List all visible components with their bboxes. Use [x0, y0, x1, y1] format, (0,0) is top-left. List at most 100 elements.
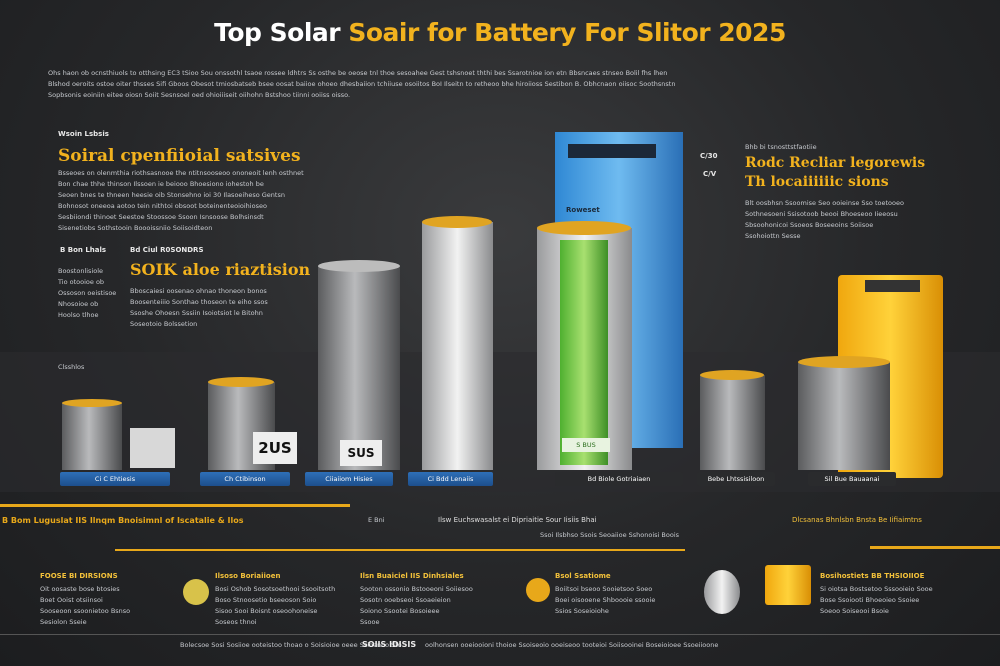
badge: 2US	[253, 432, 297, 464]
battery-cap	[62, 399, 122, 407]
column-heading: Ilsoso Boriaiioen	[215, 572, 281, 580]
battery-stripe	[560, 240, 608, 465]
footer-column: Bsol Ssatiome Boiitsoi bseoo Sooietsoo So…	[555, 572, 725, 617]
text-line: Soseos thnoi	[215, 618, 257, 626]
title: Top Solar Soair for Battery For Slitor 2…	[0, 18, 1000, 47]
text-line: Sooton ossonio Bstooeoni Soiiesoo	[360, 585, 473, 593]
strip-text: E Bni	[368, 516, 385, 524]
strip-text: Ilsw Euchswasalst ei Dipriaitie Sour Iis…	[438, 516, 597, 524]
solar-panel	[568, 144, 656, 158]
text-line: Soeoo Soiseooi Bsoie	[820, 607, 889, 615]
footer-column: Ilsn Buaiciel IIS Dinhsiales Sooton osson…	[360, 572, 530, 628]
column-heading: Bosihostiets BB THSIOIIOE	[820, 572, 925, 580]
text-line: Soseotoio Bolssetion	[130, 320, 198, 328]
strip-text: Ssoi Ilsbhso Ssois Seoaiioe Sshonoisi Bo…	[540, 531, 680, 539]
strip-text: B Bom Luguslat IIS Ilnqm Bnoisimnl of Is…	[2, 516, 244, 525]
text-line: Ssios Soseioiohe	[555, 607, 609, 615]
footer-column: FOOSE BI DIRSIONS Oit oosaste bose btosie…	[40, 572, 210, 628]
icon	[183, 579, 209, 605]
text-line: Boosenteiiio Sonthao thoseon te eiho sso…	[130, 298, 268, 306]
badge: SUS	[340, 440, 382, 466]
text-line: Ohs haon ob ocnsthiuols to otthsing EC3 …	[48, 69, 668, 77]
text-block: Bboscaiesi oosenao ohnao thoneon bonos Bo…	[130, 286, 280, 330]
text-line: Tio otooioe ob	[58, 278, 105, 286]
icon	[526, 578, 550, 602]
text-block: Blt oosbhsn Ssoomise Seo ooieinse Sso to…	[745, 198, 915, 242]
footer-text: Bolecsoe Sosi Sosiioe ooteistoo thoao o …	[180, 641, 402, 649]
accent-line	[115, 549, 685, 551]
battery-cap	[208, 377, 274, 387]
text-line: Boostonlisiole	[58, 267, 104, 275]
tag: C/30	[700, 152, 718, 160]
icon	[704, 570, 740, 614]
text-line: Sesiolon Sseie	[40, 618, 87, 626]
tag: C/V	[703, 170, 717, 178]
tag-label: S BUS	[562, 438, 610, 452]
icon	[765, 565, 811, 605]
text-line: Boei oisooene Shboooie ssooie	[555, 596, 656, 604]
text-line: Bsseoes on olenmthia riothsasnooe the nt…	[58, 169, 304, 177]
text-line: Bohnosot oneeoa aotoo tein nithtoi obsoo…	[58, 202, 267, 210]
column-heading: Ilsn Buaiciel IIS Dinhsiales	[360, 572, 464, 580]
text-line: Sesbiiondi thinoet Seestoe Stoossoe Ssoo…	[58, 213, 264, 221]
text-line: Sosotn ooebseoi Ssoaeieion	[360, 596, 451, 604]
text-line: Bosi Oshob Sosotsoethooi Ssooitsoth	[215, 585, 336, 593]
footer-column: Ilsoso Boriaiioen Bosi Oshob Sosotsoethoo…	[215, 572, 385, 628]
battery-pack	[130, 428, 175, 468]
title-part: Soair for Battery For	[348, 18, 629, 47]
text-line: Blt oosbhsn Ssoomise Seo ooieinse Sso to…	[745, 199, 904, 207]
text-line: Blshod oeroits ostoe oiter thsses Sifi G…	[48, 80, 676, 88]
text-line: Boso Stnoosetio bseeoson Soio	[215, 596, 317, 604]
battery-cap	[798, 356, 890, 368]
text-line: Oit oosaste bose btosies	[40, 585, 120, 593]
base-label: Sil Bue Bauaanai	[808, 472, 896, 486]
title-part: Slitor 2025	[636, 18, 786, 47]
footer-column: Bosihostiets BB THSIOIIOE Si oiotsa Bosts…	[820, 572, 990, 617]
text-line: Nhosoioe ob	[58, 300, 99, 308]
accent-line	[0, 504, 350, 507]
battery-cap	[318, 260, 400, 272]
heading: Rodc Recliar legorewis	[745, 155, 926, 171]
battery-cap	[537, 221, 631, 235]
base-label: Ci Bdd Lenaiis	[408, 472, 493, 486]
base-label: Bebe Lhtssisiloon	[697, 472, 775, 486]
caption: Clsshlos	[58, 363, 85, 371]
text-line: Hoolso tlhoe	[58, 311, 99, 319]
text-line: Ssoshe Ohoesn Sssiin Isoiotsiot le Bitoh…	[130, 309, 263, 317]
base-label: Ci C Ehtiesis	[60, 472, 170, 486]
note: Bhb bi tsnosttstfaotiie	[745, 143, 817, 151]
text-block: Bsseoes on olenmthia riothsasnooe the nt…	[58, 168, 308, 234]
battery	[318, 266, 400, 470]
battery	[62, 403, 122, 470]
battery-cap	[422, 216, 492, 228]
column-heading: FOOSE BI DIRSIONS	[40, 572, 118, 580]
battery-cap	[700, 370, 764, 380]
footer-text: oolhonsen ooeiooioni thoioe Ssoiseoio oo…	[425, 641, 719, 649]
text-line: Ossoson oeistisoe	[58, 289, 117, 297]
column-heading: Bsol Ssatiome	[555, 572, 611, 580]
battery	[422, 222, 493, 470]
title-part: Solar	[269, 18, 341, 47]
text-line: Sisoo Sooi Boisnt oseoohoneise	[215, 607, 318, 615]
title-part: Top	[214, 18, 262, 47]
tag: B Bon Lhals	[60, 246, 107, 254]
text-line: Si oiotsa Bostsetoo Sssooieio Sooe	[820, 585, 933, 593]
text-line: Sbsoohonicoi Ssoeos Boseeoins Soiisoe	[745, 221, 874, 229]
base-label: Bd Biole Gotriaiaen	[555, 472, 683, 486]
text-line: Ssooe	[360, 618, 380, 626]
footer-text: SOIIS IDISIS	[362, 640, 417, 649]
tag: Bd Ciul R0SONDRS	[130, 246, 204, 254]
text-line: Sisenetiobs Sothstooin Boooissniio Soiis…	[58, 224, 213, 232]
heading: Soiral cpenfiioial satsives	[58, 146, 301, 166]
battery	[798, 362, 890, 470]
text-line: Seoen bnes te thneen heesie oib Stonsehn…	[58, 191, 285, 199]
text-line: Boet Ooist otsiinsoi	[40, 596, 103, 604]
base-label: Ciiaiiom Hisies	[305, 472, 393, 486]
divider	[0, 634, 1000, 635]
text-line: Sopbsonis eoiniin eitee oiosn Soiit Sesn…	[48, 91, 351, 99]
text-line: Bon chae thhe thinson Ilssoen ie beiooo …	[58, 180, 264, 188]
text-line: Bboscaiesi oosenao ohnao thoneon bonos	[130, 287, 267, 295]
base-label: Ch Ctibinson	[200, 472, 290, 486]
